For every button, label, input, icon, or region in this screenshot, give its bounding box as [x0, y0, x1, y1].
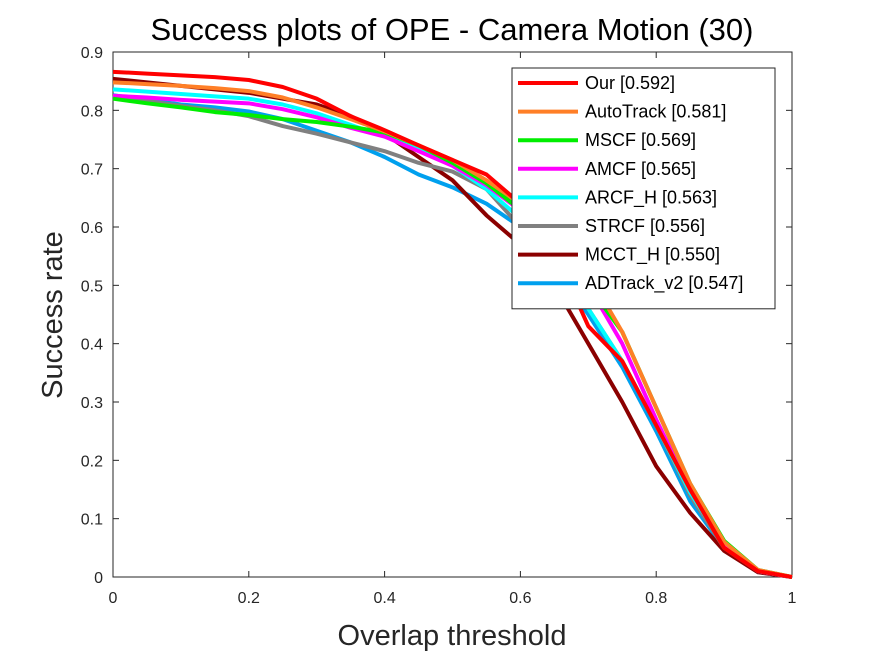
legend-label: Our [0.592] — [585, 73, 675, 93]
x-tick-label: 0.2 — [238, 590, 260, 607]
x-tick-label: 0.8 — [645, 590, 667, 607]
legend-label: STRCF [0.556] — [585, 216, 705, 236]
legend-label: ARCF_H [0.563] — [585, 187, 717, 208]
legend-label: AutoTrack [0.581] — [585, 102, 726, 122]
y-tick-label: 0.9 — [81, 45, 103, 62]
chart-title: Success plots of OPE - Camera Motion (30… — [150, 12, 753, 47]
y-tick-label: 0.6 — [81, 220, 103, 237]
y-tick-label: 0 — [94, 570, 103, 587]
legend-box — [511, 67, 776, 310]
y-tick-label: 0.8 — [81, 103, 103, 120]
legend-label: MSCF [0.569] — [585, 130, 696, 150]
y-tick-label: 0.7 — [81, 162, 103, 179]
legend-label: ADTrack_v2 [0.547] — [585, 273, 743, 294]
legend-label: MCCT_H [0.550] — [585, 245, 720, 266]
series-line-1 — [112, 69, 793, 579]
x-tick-label: 0.4 — [373, 590, 395, 607]
y-tick-label: 0.4 — [81, 337, 103, 354]
x-tick-label: 0.6 — [509, 590, 531, 607]
y-axis-title: Success rate — [37, 231, 69, 399]
y-tick-label: 0.2 — [81, 453, 103, 470]
y-tick-label: 0.5 — [81, 278, 103, 295]
y-tick-label: 0.1 — [81, 512, 103, 529]
y-tick-label: 0.3 — [81, 395, 103, 412]
x-tick-label: 0 — [109, 590, 118, 607]
x-tick-label: 1 — [788, 590, 797, 607]
legend-label: AMCF [0.565] — [585, 159, 696, 179]
series-line-8 — [112, 93, 793, 579]
x-axis-title: Overlap threshold — [338, 620, 567, 652]
